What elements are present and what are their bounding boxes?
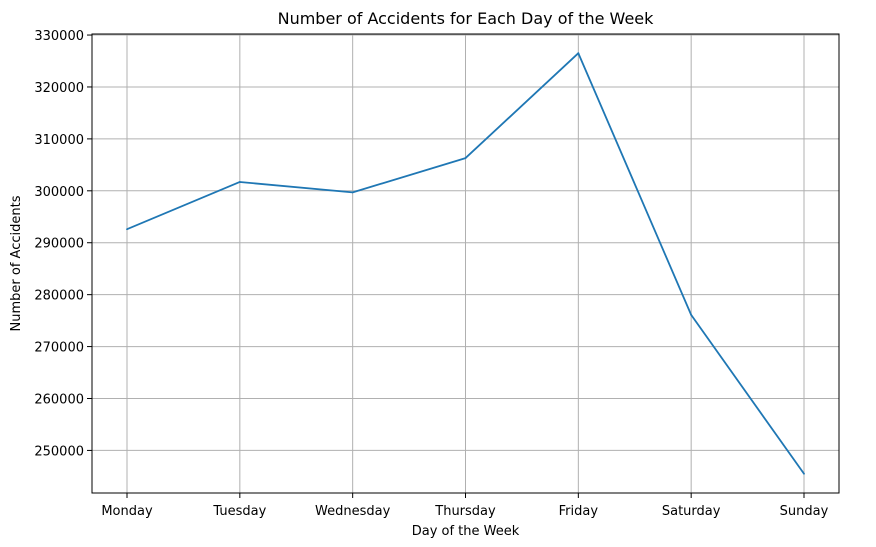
data-point-thursday (464, 157, 467, 159)
x-tick-label: Wednesday (315, 504, 391, 519)
y-tick-label: 300000 (34, 185, 84, 200)
y-tick-label: 320000 (34, 81, 84, 96)
grid-lines (92, 34, 839, 493)
y-tick-label: 250000 (34, 444, 84, 459)
data-point-tuesday (238, 181, 241, 183)
data-point-sunday (803, 472, 805, 475)
data-point-monday (126, 228, 128, 231)
data-point-wednesday (351, 191, 354, 194)
series-layer (126, 52, 805, 475)
x-tick-label: Friday (559, 504, 599, 519)
y-axis-ticks: 250000 260000 270000 280000 290000 300000 3100… (34, 29, 92, 459)
x-axis-label: Day of the Week (412, 524, 520, 539)
chart-title: Number of Accidents for Each Day of the … (278, 9, 655, 28)
y-tick-label: 310000 (34, 133, 84, 148)
x-tick-label: Sunday (780, 504, 829, 519)
x-tick-label: Tuesday (212, 504, 266, 519)
data-point-saturday (690, 314, 693, 316)
y-tick-label: 270000 (34, 341, 84, 356)
y-tick-label: 280000 (34, 289, 84, 304)
x-tick-label: Monday (101, 504, 153, 519)
x-axis-ticks: Monday Tuesday Wednesday Thursday Friday Satu… (101, 493, 829, 519)
y-tick-label: 260000 (34, 393, 84, 408)
data-point-friday (577, 52, 580, 55)
x-tick-label: Thursday (434, 504, 496, 519)
y-tick-label: 290000 (34, 237, 84, 252)
y-axis-label: Number of Accidents (9, 195, 24, 331)
y-tick-label: 330000 (34, 29, 84, 44)
x-tick-label: Saturday (662, 504, 721, 519)
